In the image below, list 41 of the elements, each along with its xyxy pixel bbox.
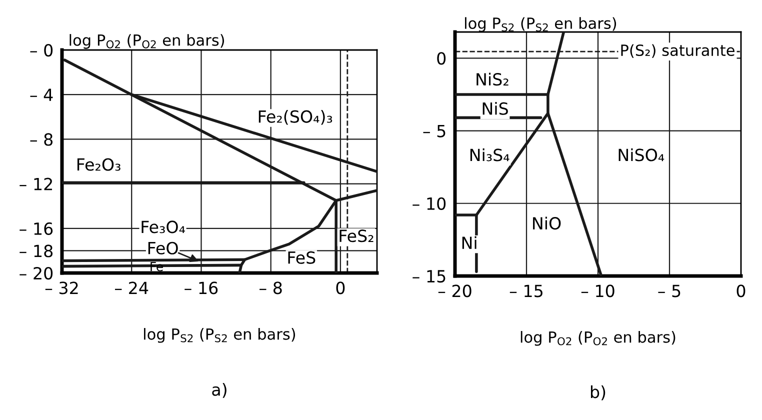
y-tick-label: – 20 — [20, 266, 53, 280]
x-tick-label: – 15 — [510, 284, 542, 298]
annotation: NiO — [533, 216, 561, 230]
x-tick-label: 0 — [736, 284, 746, 298]
x-tick-label: – 8 — [260, 282, 282, 294]
annotation: FeS₂ — [340, 230, 374, 242]
annotation: NiS₂ — [476, 72, 508, 86]
y-tick-label: – 0 — [30, 44, 53, 57]
annotation: Fe — [150, 262, 163, 272]
x-axis-title: log P$_{S2}$ (P$_{S2}$ en bars) — [144, 328, 296, 343]
y-axis-title: log P$_{S2}$ (P$_{S2}$ en bars) — [465, 17, 616, 32]
annotation: Ni₃S₄ — [470, 148, 510, 162]
annotation: NiS — [482, 102, 508, 115]
annotation: Ni — [462, 236, 476, 249]
y-axis-title: log P$_{O2}$ (P$_{O2}$ en bars) — [70, 34, 224, 49]
annotation: NiSO₄ — [618, 148, 664, 162]
x-tick-label: – 32 — [45, 282, 78, 294]
y-tick-label: – 5 — [423, 124, 446, 138]
y-tick-label: – 15 — [412, 270, 446, 283]
x-tick-label: – 24 — [115, 282, 148, 294]
x-tick-label: – 5 — [658, 284, 680, 298]
y-tick-label: 0 — [437, 52, 446, 65]
y-tick-label: – 10 — [412, 197, 446, 210]
x-tick-label: – 20 — [438, 284, 472, 298]
y-tick-label: – 18 — [20, 244, 53, 258]
text: b) — [590, 385, 606, 400]
x-tick-label: – 10 — [581, 284, 614, 298]
y-tick-label: – 12 — [20, 178, 52, 190]
y-tick-label: – 16 — [20, 222, 53, 235]
annotation: FeO — [148, 242, 178, 254]
ref-line-label: P(S₂) saturante — [621, 44, 734, 58]
y-tick-label: – 8 — [30, 133, 53, 146]
annotation: FeS — [288, 251, 316, 264]
x-tick-label: 0 — [336, 282, 345, 294]
x-tick-label: – 16 — [184, 282, 218, 294]
x-axis-title: log P$_{O2}$ (P$_{O2}$ en bars) — [520, 331, 676, 346]
annotation: Fe₂(SO₄)₃ — [258, 110, 332, 125]
annotation: Fe₂O₃ — [77, 158, 120, 171]
y-tick-label: – 4 — [30, 88, 53, 101]
annotation: Fe₃O₄ — [142, 220, 185, 234]
text: a) — [212, 383, 226, 398]
